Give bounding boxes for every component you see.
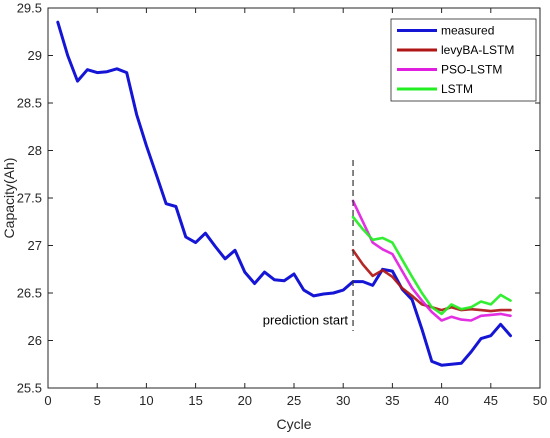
y-tick-label: 27 (28, 238, 42, 253)
x-tick-label: 5 (94, 393, 101, 408)
x-tick-label: 45 (484, 393, 498, 408)
legend-label-pso-lstm: PSO-LSTM (441, 63, 502, 77)
series-line-lstm (351, 215, 512, 316)
y-tick-label: 25.5 (17, 381, 42, 396)
x-tick-label: 0 (44, 393, 51, 408)
y-tick-label: 26 (28, 333, 42, 348)
x-tick-label: 50 (533, 393, 547, 408)
x-tick-label: 20 (238, 393, 252, 408)
annotation-layer: prediction start (263, 160, 354, 331)
y-tick-label: 28 (28, 143, 42, 158)
x-tick-label: 15 (188, 393, 202, 408)
y-tick-label: 28.5 (17, 96, 42, 111)
x-axis-label: Cycle (276, 416, 311, 432)
series-line-measured (56, 20, 512, 367)
prediction-start-label: prediction start (263, 312, 349, 327)
x-tick-label: 30 (336, 393, 350, 408)
y-tick-label: 27.5 (17, 191, 42, 206)
legend-label-levyba-lstm: levyBA-LSTM (441, 43, 514, 57)
y-axis-label: Capacity(Ah) (1, 158, 17, 239)
y-tick-label: 29.5 (17, 1, 42, 16)
legend-box (390, 18, 537, 102)
y-tick-label: 29 (28, 48, 42, 63)
legend: measured levyBA-LSTM PSO-LSTM LSTM (390, 18, 537, 102)
x-tick-label: 40 (434, 393, 448, 408)
x-tick-label: 25 (287, 393, 301, 408)
legend-label-measured: measured (441, 24, 494, 38)
x-tick-label: 10 (139, 393, 153, 408)
legend-label-lstm: LSTM (441, 82, 473, 96)
series-layer (56, 20, 512, 367)
y-tick-label: 26.5 (17, 286, 42, 301)
x-tick-label: 35 (385, 393, 399, 408)
series-line-pso-lstm (351, 199, 512, 322)
axes: 0 5 10 15 20 25 30 35 40 45 50 25.5 26 26.5 27 27.5 28 28… (17, 1, 548, 409)
